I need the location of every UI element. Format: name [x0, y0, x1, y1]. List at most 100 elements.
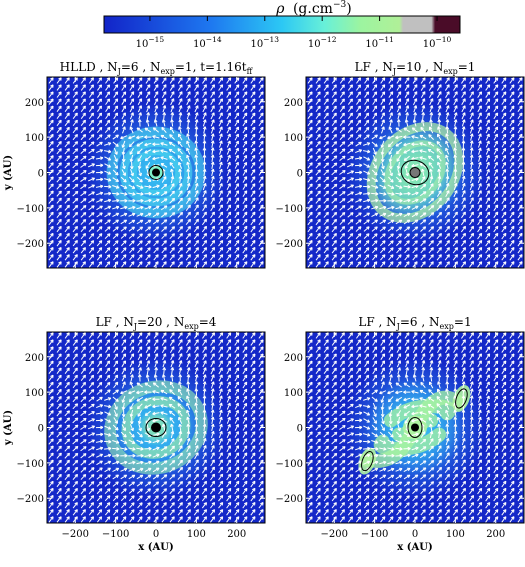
vector-arrow-head: [366, 157, 371, 161]
vector-arrow: [411, 219, 419, 225]
vector-arrow-head: [428, 126, 433, 130]
vector-arrow-head: [373, 509, 378, 513]
vector-arrow: [210, 84, 215, 91]
vector-arrow: [315, 247, 321, 254]
vector-arrow: [185, 474, 191, 481]
vector-arrow-head: [251, 105, 256, 110]
vector-arrow-head: [478, 126, 482, 130]
vector-arrow: [210, 240, 216, 247]
vector-arrow-head: [194, 133, 199, 137]
vector-arrow: [72, 424, 79, 431]
vector-arrow-head: [50, 452, 54, 457]
vector-arrow: [493, 197, 499, 205]
vector-arrow-head: [333, 247, 337, 251]
vector-arrow-head: [519, 247, 523, 251]
vector-arrow-head: [227, 402, 231, 407]
vector-arrow-head: [494, 261, 499, 265]
vector-arrow-head: [252, 332, 256, 336]
vector-arrow-head: [58, 410, 62, 414]
vector-arrow: [80, 247, 86, 254]
vector-arrow-head: [83, 424, 87, 429]
vector-arrow: [339, 155, 346, 161]
vector-arrow-head: [91, 453, 95, 457]
vector-arrow: [169, 481, 175, 487]
vector-arrow: [501, 84, 507, 91]
vector-arrow-head: [161, 126, 165, 131]
vector-arrow-head: [171, 84, 175, 88]
vector-arrow-head: [194, 416, 199, 420]
vector-arrow-head: [494, 119, 499, 124]
vector-arrow: [339, 226, 346, 233]
vector-arrow-head: [383, 460, 387, 465]
vector-arrow: [104, 440, 112, 443]
vector-arrow: [121, 353, 127, 360]
vector-arrow-head: [144, 397, 148, 402]
y-tick-label: 0: [297, 169, 303, 180]
vector-arrow: [178, 133, 183, 141]
vector-arrow-head: [502, 147, 507, 152]
vector-arrow: [380, 261, 386, 268]
vector-arrow-head: [50, 516, 54, 520]
vector-arrow: [153, 84, 159, 91]
vector-arrow-head: [359, 425, 363, 430]
vector-arrow-head: [106, 346, 111, 350]
vector-arrow-head: [50, 197, 54, 202]
vector-arrow: [162, 374, 166, 382]
vector-arrow: [258, 77, 264, 84]
vector-arrow-head: [317, 459, 321, 464]
vector-arrow-head: [381, 112, 385, 116]
vector-arrow-head: [139, 247, 143, 251]
vector-arrow-head: [341, 495, 346, 499]
vector-arrow: [64, 233, 70, 240]
vector-arrow-head: [381, 84, 386, 88]
vector-arrow: [364, 98, 369, 105]
vector-arrow: [138, 416, 141, 424]
vector-arrow: [234, 119, 239, 127]
vector-arrow: [437, 183, 442, 191]
vector-arrow-head: [365, 339, 370, 343]
vector-arrow: [501, 77, 507, 84]
vector-arrow: [104, 247, 111, 254]
vector-arrow: [64, 445, 70, 452]
vector-arrow: [242, 176, 248, 183]
vector-arrow-head: [325, 438, 330, 443]
vector-arrow: [97, 91, 102, 98]
vector-arrow-head: [136, 382, 141, 386]
vector-arrow-head: [251, 381, 256, 386]
vector-arrow-head: [309, 112, 313, 117]
vector-arrow-head: [179, 466, 184, 471]
vector-arrow: [307, 481, 313, 488]
vector-arrow-head: [122, 374, 126, 378]
vector-arrow-head: [179, 247, 183, 251]
vector-arrow-head: [186, 140, 190, 145]
vector-arrow-head: [235, 516, 240, 520]
vector-arrow-head: [187, 339, 191, 343]
vector-arrow-head: [162, 360, 167, 364]
vector-arrow-head: [251, 445, 256, 449]
vector-arrow-head: [349, 126, 354, 131]
vector-arrow-head: [90, 360, 94, 365]
vector-arrow: [154, 105, 158, 113]
vector-arrow: [226, 346, 232, 353]
vector-arrow: [363, 247, 370, 254]
vector-arrow: [48, 112, 54, 120]
vector-arrow-head: [50, 381, 54, 386]
vector-arrow: [445, 147, 450, 155]
vector-arrow-head: [342, 184, 346, 188]
vector-arrow-head: [243, 480, 248, 485]
vector-arrow-head: [74, 495, 78, 499]
vector-arrow: [179, 168, 182, 177]
vector-arrow: [56, 488, 62, 495]
vector-arrow: [130, 409, 134, 417]
vector-arrow-head: [74, 487, 78, 492]
vector-arrow: [421, 168, 425, 177]
vector-arrow: [72, 205, 79, 211]
vector-arrow-head: [349, 77, 353, 81]
vector-arrow: [96, 141, 103, 147]
vector-arrow-head: [478, 175, 482, 180]
vector-arrow: [469, 190, 474, 198]
vector-arrow: [64, 91, 70, 98]
vector-arrow-head: [50, 360, 54, 365]
vector-arrow: [250, 190, 256, 197]
vector-arrow: [404, 254, 410, 261]
